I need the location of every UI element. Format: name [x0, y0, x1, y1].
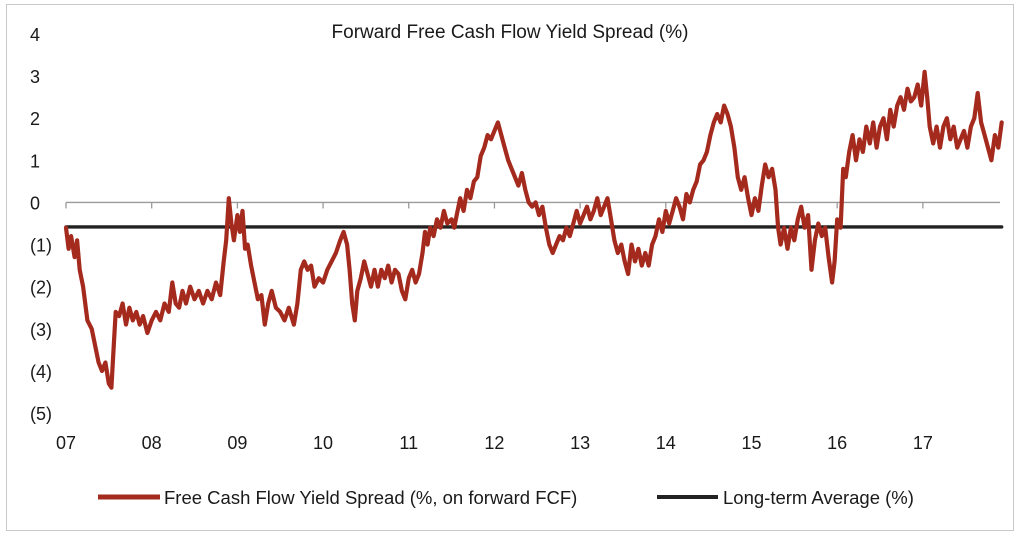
x-tick-label: 14 [656, 433, 676, 453]
x-tick-label: 08 [142, 433, 162, 453]
y-tick-label: (2) [30, 278, 52, 298]
legend-label-long-term-average: Long-term Average (%) [723, 487, 914, 508]
x-tick-label: 12 [484, 433, 504, 453]
y-tick-label: (4) [30, 362, 52, 382]
y-tick-label: 2 [30, 109, 40, 129]
legend: Free Cash Flow Yield Spread (%, on forwa… [98, 487, 914, 508]
legend-label-fcf-spread: Free Cash Flow Yield Spread (%, on forwa… [164, 487, 577, 508]
y-tick-label: 3 [30, 67, 40, 87]
x-tick-label: 13 [570, 433, 590, 453]
series-layer [63, 69, 1004, 390]
x-tick-label: 11 [399, 433, 418, 453]
y-tick-label: 1 [30, 151, 40, 171]
x-tick-label: 09 [227, 433, 247, 453]
y-tick-label: 4 [30, 25, 40, 45]
series-line-fcf-spread [63, 69, 1004, 390]
x-axis-labels: 07 08 09 10 11 12 13 14 15 16 17 [56, 433, 933, 453]
zero-axis-ticks [65, 202, 924, 209]
x-tick-label: 15 [741, 433, 761, 453]
y-tick-label: 0 [30, 193, 40, 213]
x-tick-label: 17 [913, 433, 933, 453]
x-tick-label: 07 [56, 433, 76, 453]
x-tick-label: 10 [313, 433, 333, 453]
chart-frame [6, 4, 1014, 531]
y-tick-label: (1) [30, 236, 52, 256]
chart-title: Forward Free Cash Flow Yield Spread (%) [332, 22, 689, 43]
y-tick-label: (5) [30, 404, 52, 424]
y-axis-labels: 4 3 2 1 0 (1) (2) (3) (4) (5) [30, 25, 52, 424]
x-tick-label: 16 [827, 433, 847, 453]
y-tick-label: (3) [30, 320, 52, 340]
